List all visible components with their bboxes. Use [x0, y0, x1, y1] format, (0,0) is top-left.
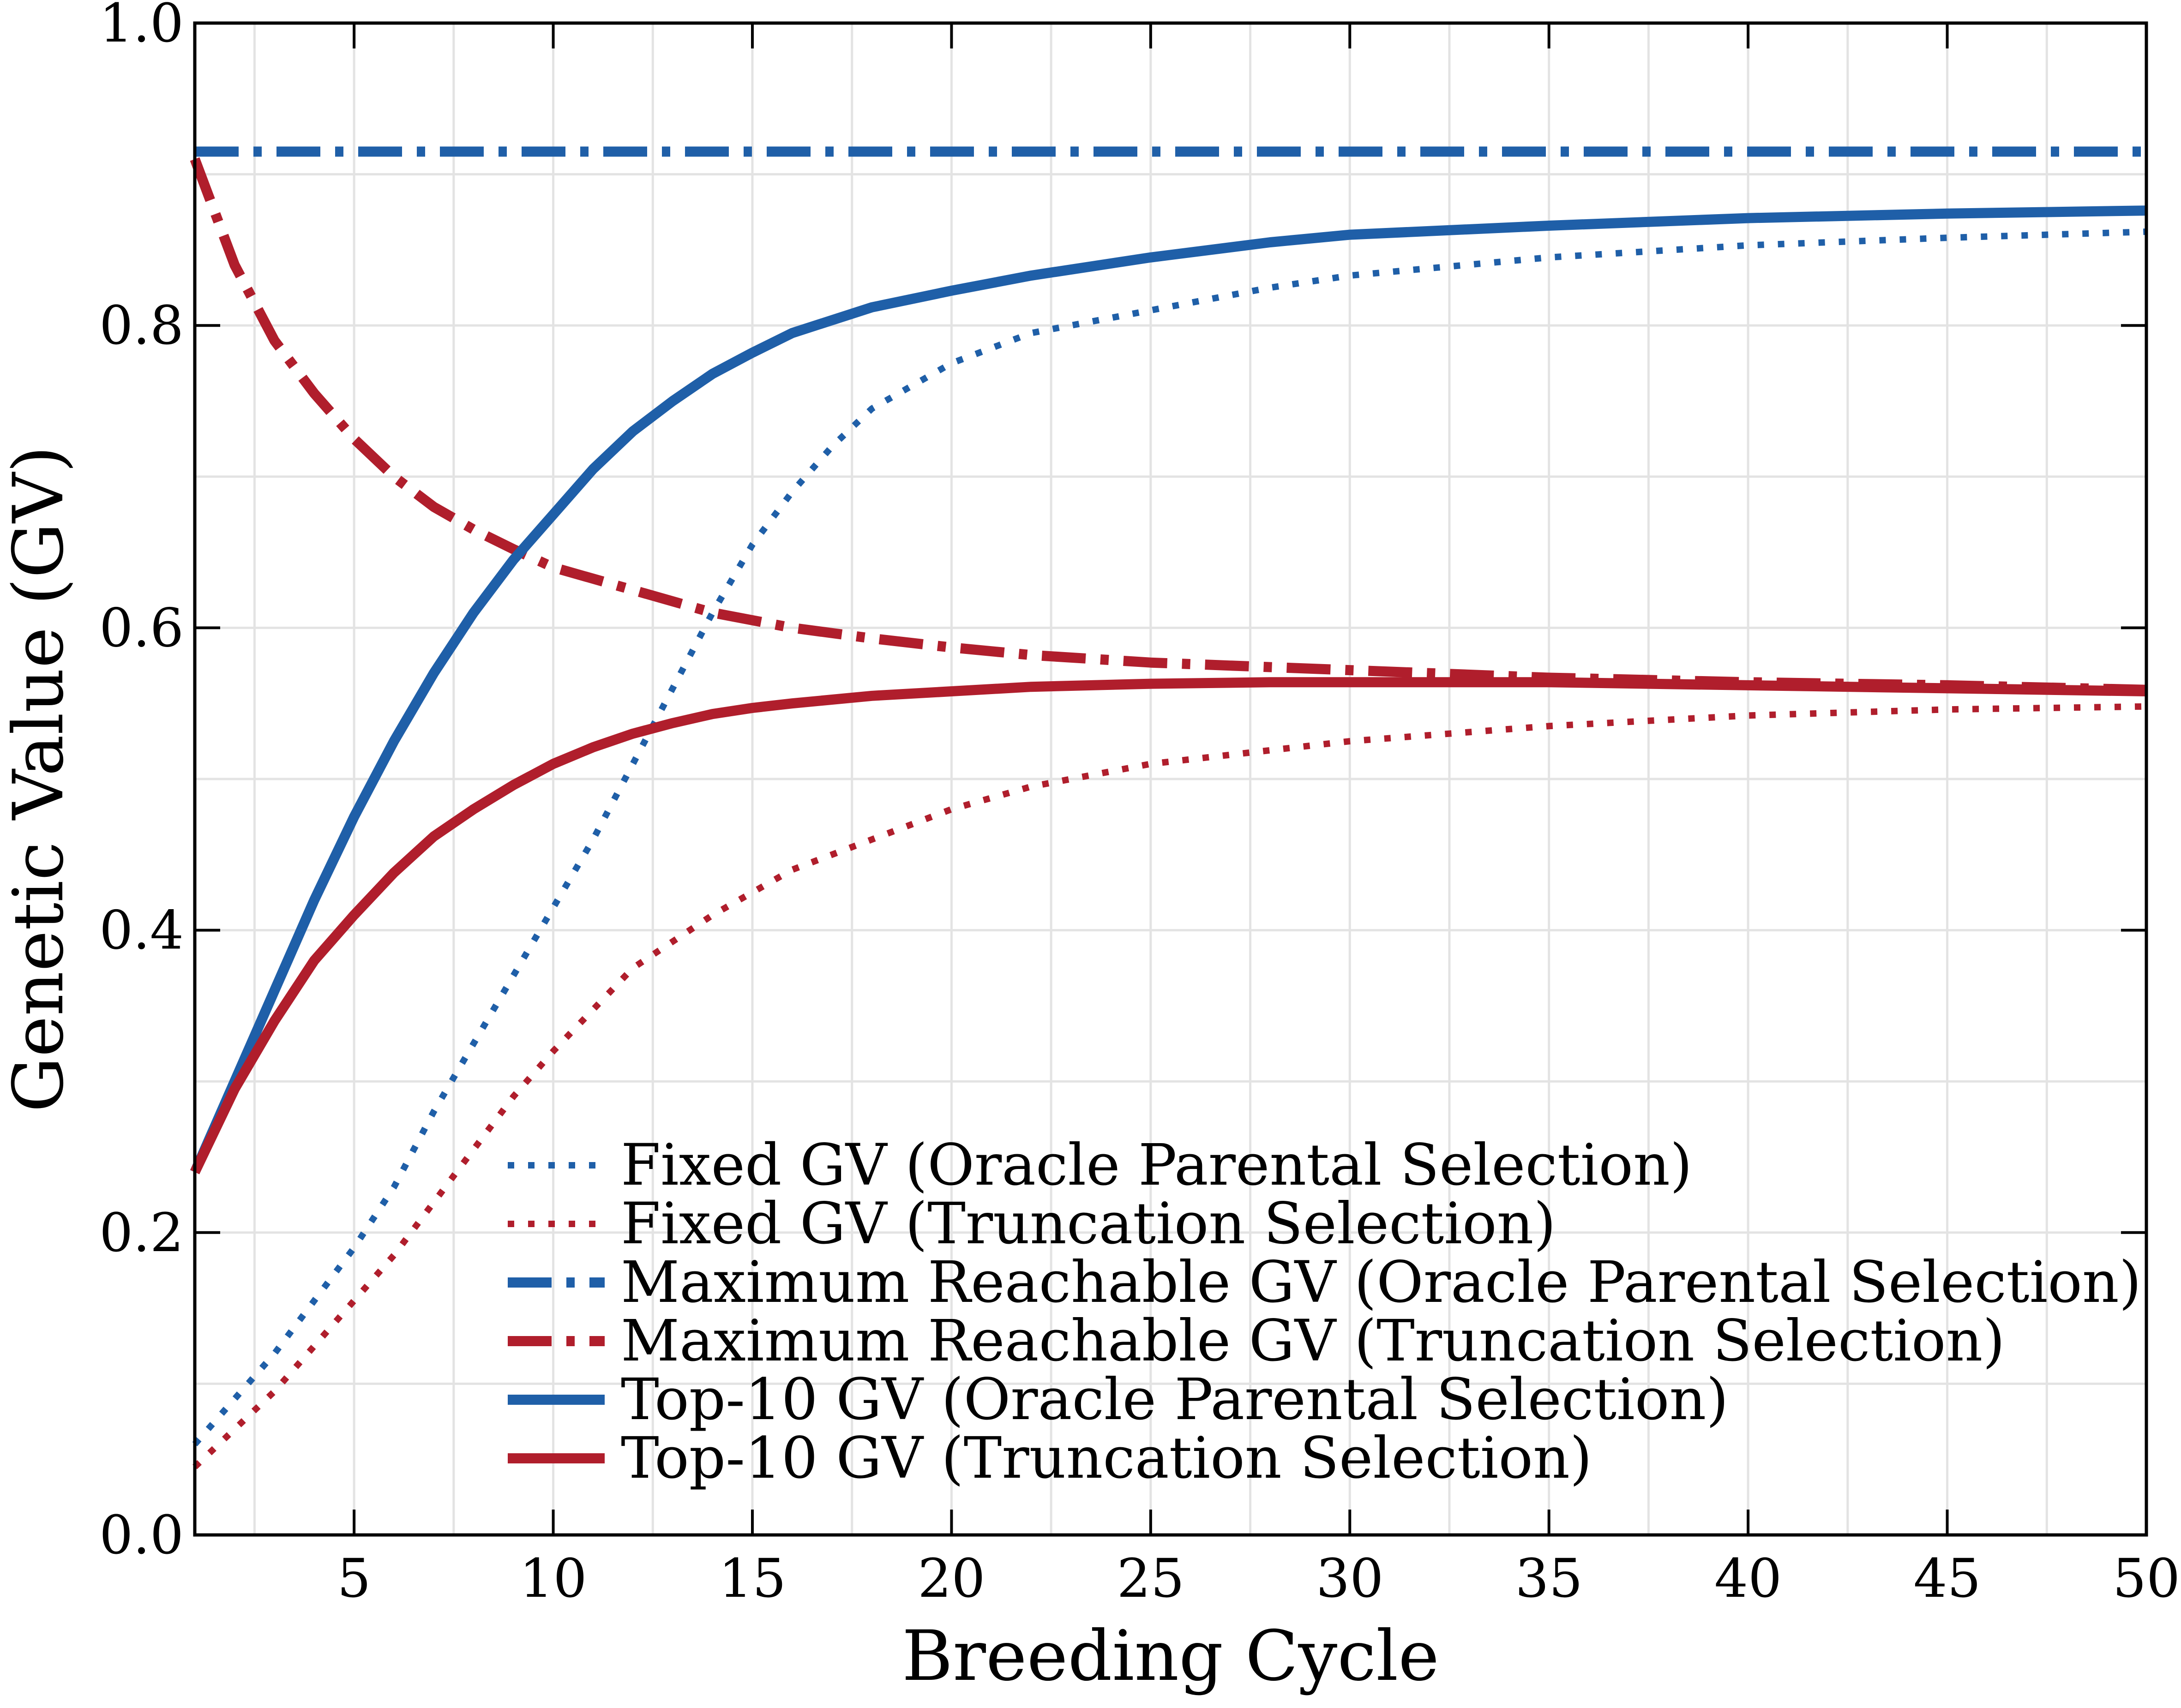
axis-ticks — [195, 22, 2148, 1536]
legend-label: Top-10 GV (Truncation Selection) — [621, 1425, 1592, 1492]
x-tick-label: 5 — [337, 1548, 371, 1610]
series-line-4 — [190, 157, 2147, 695]
series-line-2 — [192, 703, 2147, 1469]
x-tick-label: 30 — [1316, 1548, 1383, 1610]
x-axis-title: Breeding Cycle — [902, 1616, 1439, 1696]
series-layer — [190, 146, 2147, 1469]
x-tick-label: 35 — [1515, 1548, 1583, 1610]
x-tick-label: 10 — [519, 1548, 587, 1610]
legend-label: Fixed GV (Oracle Parental Selection) — [621, 1132, 1692, 1199]
series-line-6 — [190, 677, 2147, 1175]
legend-label: Top-10 GV (Oracle Parental Selection) — [621, 1366, 1729, 1433]
x-tick-label: 20 — [918, 1548, 985, 1610]
y-tick-label: 0.8 — [99, 295, 184, 357]
legend-label: Maximum Reachable GV (Truncation Selecti… — [621, 1308, 2005, 1374]
x-tick-label: 45 — [1913, 1548, 1981, 1610]
x-tick-label: 25 — [1117, 1548, 1184, 1610]
y-tick-labels: 0.0 0.2 0.4 0.6 0.8 1.0 — [99, 0, 184, 1566]
y-axis-title: Genetic Value (GV) — [0, 446, 79, 1112]
y-tick-label: 0.4 — [99, 900, 184, 962]
plot-frame — [193, 21, 2148, 1537]
series-line-5 — [190, 205, 2147, 1175]
legend-label: Maximum Reachable GV (Oracle Parental Se… — [621, 1249, 2141, 1316]
x-tick-label: 15 — [719, 1548, 786, 1610]
y-tick-label: 0.2 — [99, 1202, 184, 1264]
legend: Fixed GV (Oracle Parental Selection)Fixe… — [508, 1132, 2141, 1492]
x-tick-labels: 5 10 15 20 25 30 35 40 45 50 — [337, 1548, 2181, 1610]
y-tick-label: 1.0 — [99, 0, 184, 54]
y-tick-label: 0.0 — [99, 1504, 184, 1566]
y-tick-label: 0.6 — [99, 597, 184, 659]
x-tick-label: 50 — [2113, 1548, 2180, 1610]
legend-label: Fixed GV (Truncation Selection) — [621, 1191, 1556, 1257]
x-tick-label: 40 — [1714, 1548, 1782, 1610]
